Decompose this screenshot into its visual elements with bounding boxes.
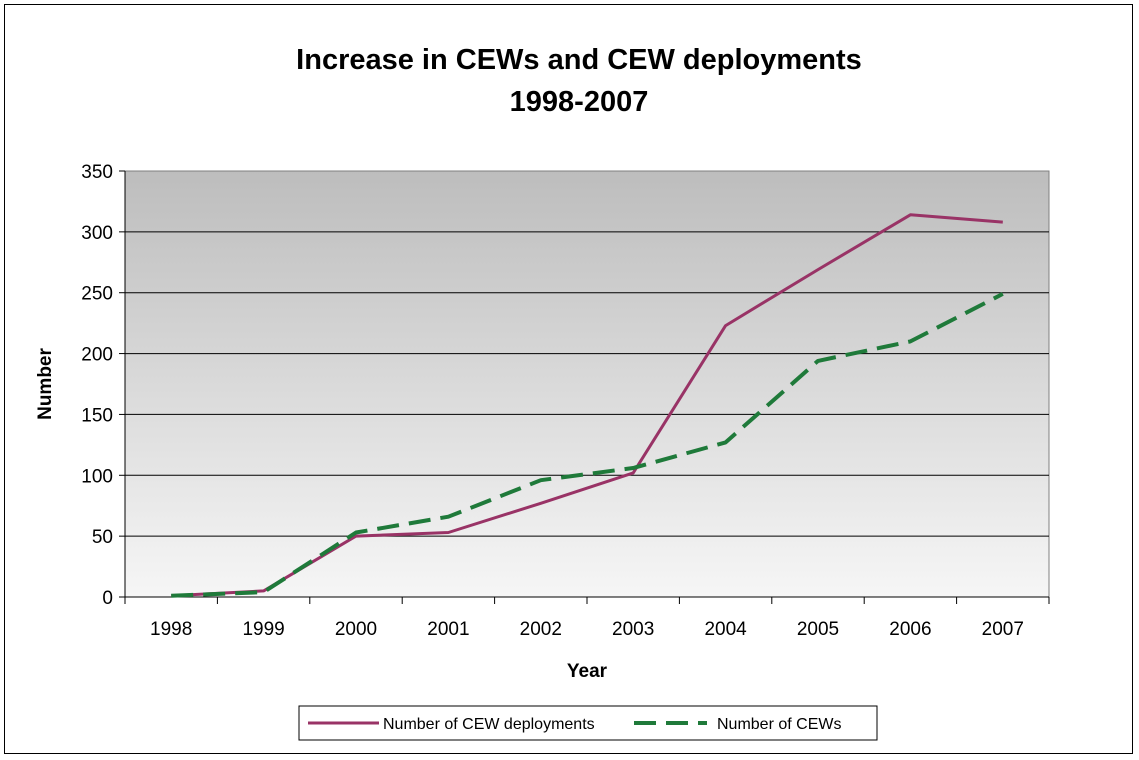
- x-tick-label: 1998: [150, 619, 192, 640]
- x-tick-labels: 1998 1999 2000 2001 2002 2003 2004 2005 2006 2007: [150, 619, 1024, 640]
- y-tick-label: 100: [81, 466, 113, 487]
- y-tick-label: 250: [81, 284, 113, 305]
- y-tick-label: 0: [102, 588, 113, 609]
- legend: Number of CEW deployments Number of CEWs: [298, 705, 878, 741]
- x-tick-label: 2004: [704, 619, 747, 640]
- axes: [119, 170, 1050, 604]
- series-line-cews: [171, 292, 1004, 598]
- x-tick-label: 2005: [797, 619, 839, 640]
- y-axis-title: Number: [35, 348, 56, 420]
- gridlines: [125, 231, 1049, 537]
- legend-box: [298, 705, 878, 741]
- x-tick-label: 2001: [427, 619, 469, 640]
- legend-label-deployments: Number of CEW deployments: [383, 716, 595, 733]
- y-tick-label: 350: [81, 162, 113, 183]
- y-tick-label: 200: [81, 345, 113, 366]
- line-chart: Increase in CEWs and CEW deployments 199…: [35, 44, 1050, 741]
- x-tick-label: 1999: [242, 619, 284, 640]
- y-tick-label: 50: [92, 527, 113, 548]
- y-tick-labels: 0 50 100 150 200 250 300 350: [81, 162, 113, 609]
- x-axis-title: Year: [567, 661, 608, 682]
- legend-label-cews: Number of CEWs: [717, 716, 841, 733]
- series-lines: [171, 213, 1004, 598]
- chart-container: Increase in CEWs and CEW deployments 199…: [4, 4, 1133, 754]
- x-tick-label: 2003: [612, 619, 654, 640]
- chart-title: Increase in CEWs and CEW deployments: [296, 44, 862, 76]
- y-tick-label: 300: [81, 223, 113, 244]
- x-tick-label: 2007: [982, 619, 1024, 640]
- x-tick-label: 2000: [335, 619, 377, 640]
- y-tick-label: 150: [81, 405, 113, 426]
- plot-area: [124, 170, 1050, 598]
- x-tick-label: 2002: [520, 619, 562, 640]
- chart-subtitle: 1998-2007: [510, 86, 649, 118]
- x-tick-label: 2006: [889, 619, 931, 640]
